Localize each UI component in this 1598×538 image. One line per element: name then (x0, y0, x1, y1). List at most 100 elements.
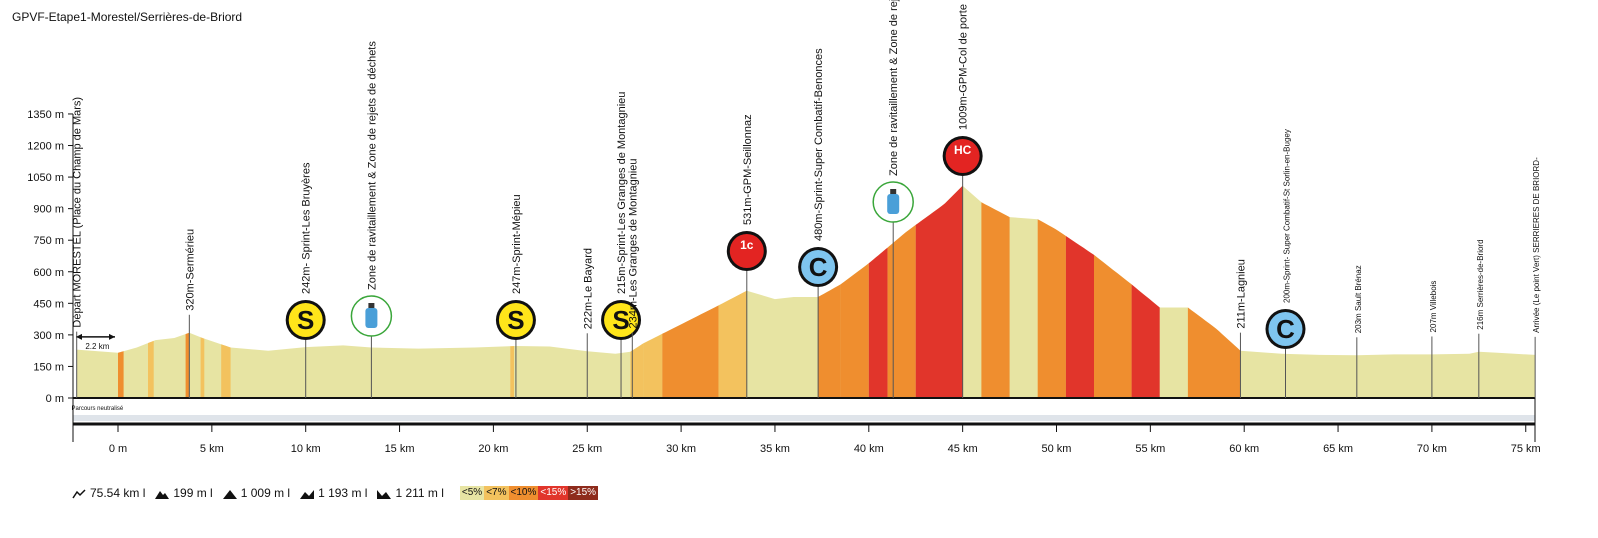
stat-max-altitude: 1 009 m l (222, 486, 290, 500)
icon-fill (498, 303, 533, 337)
gradient-swatch: <7% (484, 486, 509, 500)
annotation-4: S 247m-Sprint-Mépieu (495, 194, 536, 398)
x-tick-label: 40 km (854, 443, 884, 455)
annotation-label: Arrivée (Le point Vert) SERRIERES DE BRI… (1532, 157, 1541, 333)
gradient-band (1094, 254, 1132, 398)
x-tick-label: 25 km (572, 443, 602, 455)
annotation-7: 234m-Les Granges de Montagnieu (627, 159, 639, 398)
annotation-label: 234m-Les Granges de Montagnieu (627, 159, 639, 329)
descent-icon (377, 488, 392, 499)
annotation-3: Zone de ravitaillement & Zone de rejets … (350, 41, 393, 398)
gradient-bands (118, 185, 1241, 398)
neutral-distance: 2.2 km (85, 342, 109, 351)
x-tick-label: 45 km (948, 443, 978, 455)
gradient-band (1187, 307, 1216, 398)
y-tick-label: 900 m (33, 204, 64, 216)
gradient-legend: <5% <7% <10% <15% >15% (459, 486, 599, 500)
annotation-6: S 215m-Sprint-Les Granges de Montagnieu (601, 92, 642, 398)
ascent-icon (300, 488, 315, 499)
annotation-label: 200m-Sprint- Super Combatif-St Sorlin-en… (1282, 129, 1291, 303)
icon-fill (945, 139, 980, 173)
annotation-label: 222m-Le Bayard (582, 248, 594, 329)
bottle-cap-icon (368, 303, 375, 308)
y-tick-label: 1200 m (27, 141, 64, 153)
stat-min-altitude: 199 m l (155, 486, 213, 500)
gradient-band (981, 202, 1010, 398)
annotation-14: 203m Sault Brénaz (1354, 265, 1363, 398)
gradient-band (510, 346, 514, 398)
gradient-band (148, 340, 154, 398)
annotation-label: 242m- Sprint-Les Bruyères (301, 162, 313, 294)
x-tick-label: 50 km (1042, 443, 1072, 455)
y-tick-label: 1050 m (27, 172, 64, 184)
route-strip (73, 415, 1535, 421)
y-tick-label: 150 m (33, 361, 64, 373)
annotation-label: 207m Villebois (1429, 281, 1438, 333)
gradient-swatch: <15% (538, 486, 569, 500)
icon-letter: S (507, 305, 524, 335)
gradient-band (630, 343, 644, 398)
annotation-label: Zone de ravitaillement & Zone de rejets … (888, 0, 900, 176)
icon-fill (288, 303, 323, 337)
gradient-band (934, 185, 963, 398)
icon-letter: C (809, 252, 828, 282)
annotation-16: 216m Serrières-de-Briord (1476, 239, 1485, 398)
mountain-peak-icon (222, 488, 237, 499)
annotation-13: C 200m-Sprint- Super Combatif-St Sorlin-e… (1265, 129, 1306, 398)
annotation-5: 222m-Le Bayard (582, 248, 594, 398)
stat-distance: 75.54 km l (72, 486, 145, 500)
annotation-17: Arrivée (Le point Vert) SERRIERES DE BRI… (1532, 157, 1541, 398)
annotation-9: C 480m-Sprint-Super Combatif-Benonces (798, 48, 839, 398)
neutral-zone-label: Parcours neutralisé (72, 406, 124, 412)
distance-icon (72, 488, 86, 499)
y-tick-label: 750 m (33, 235, 64, 247)
gradient-swatch: >15% (568, 486, 599, 500)
stat-descent: 1 211 m l (377, 486, 444, 500)
annotations: Départ MORESTEL (Place du Champ de Mars)… (72, 0, 1541, 398)
annotation-label: 211m-Lagnieu (1235, 259, 1247, 329)
gradient-band (868, 247, 888, 398)
annotation-0: Départ MORESTEL (Place du Champ de Mars) (72, 97, 84, 398)
gradient-band (662, 319, 691, 398)
annotation-label: 247m-Sprint-Mépieu (511, 194, 523, 294)
gradient-band (1216, 328, 1241, 398)
gradient-band (840, 263, 869, 398)
icon-letter: HC (954, 143, 972, 157)
gradient-band (221, 344, 231, 398)
annotation-label: Zone de ravitaillement & Zone de rejets … (366, 41, 378, 290)
annotation-11: HC 1009m-GPM-Col de porte (942, 4, 983, 398)
y-tick-label: 300 m (33, 330, 64, 342)
x-tick-label: 75 km (1511, 443, 1541, 455)
x-tick-label: 20 km (478, 443, 508, 455)
gradient-band (118, 351, 124, 398)
x-tick-label: 70 km (1417, 443, 1447, 455)
x-tick-label: 30 km (666, 443, 696, 455)
gradient-swatch: <10% (508, 486, 539, 500)
gradient-band (818, 284, 841, 398)
bottle-icon (365, 308, 378, 328)
gradient-band (200, 337, 205, 398)
x-tick-label: 55 km (1135, 443, 1165, 455)
annotation-12: 211m-Lagnieu (1235, 259, 1247, 398)
annotation-2: S 242m- Sprint-Les Bruyères (285, 162, 326, 398)
x-tick-label: 10 km (291, 443, 321, 455)
stage-legend: 75.54 km l 199 m l 1 009 m l 1 193 m l 1… (72, 484, 599, 502)
y-tick-label: 0 m (46, 393, 64, 405)
annotation-8: 1c 531m-GPM-Seillonnaz (726, 114, 767, 398)
icon-fill (604, 303, 639, 337)
gradient-band (1065, 236, 1094, 398)
gradient-band (1037, 219, 1066, 398)
axes: 0 m 150 m 300 m 450 m 600 m 750 m 900 m 1050 m 1… (27, 109, 1540, 455)
y-tick-label: 600 m (33, 267, 64, 279)
annotation-label: 531m-GPM-Seillonnaz (742, 114, 754, 225)
bottle-cap-icon (890, 189, 897, 194)
annotation-label: 1009m-GPM-Col de porte (958, 4, 970, 130)
annotation-label: 320m-Sermérieu (184, 229, 196, 311)
x-tick-label: 5 km (200, 443, 224, 455)
stat-ascent: 1 193 m l (300, 486, 367, 500)
gradient-band (887, 224, 916, 398)
bottle-icon (887, 194, 900, 214)
x-tick-label: 60 km (1229, 443, 1259, 455)
annotation-1: 320m-Sermérieu (184, 229, 196, 398)
